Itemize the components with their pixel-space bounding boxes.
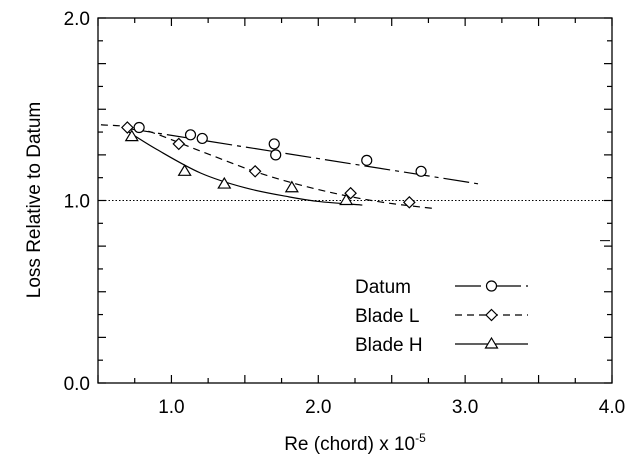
axis-tick-labels: 1.0 2.0 3.0 4.0 0.0 1.0 2.0 xyxy=(64,9,626,418)
x-axis-label-base: Re (chord) x 10 xyxy=(284,434,415,455)
axis-ticks xyxy=(97,17,613,384)
datum-point xyxy=(361,154,373,166)
axes: 1.0 2.0 3.0 4.0 0.0 1.0 2.0 xyxy=(64,9,626,418)
x-tick-label: 2.0 xyxy=(305,397,331,418)
legend-label-datum: Datum xyxy=(355,277,411,298)
blade-l-point xyxy=(121,121,134,134)
blade-h-fit-line xyxy=(127,130,363,206)
legend-marker-datum xyxy=(485,280,498,292)
y-tick-label: 0.0 xyxy=(64,374,90,395)
x-tick-label: 4.0 xyxy=(599,397,625,418)
datum-point xyxy=(196,132,208,145)
blade-l-point xyxy=(402,195,416,209)
datum-point xyxy=(270,149,282,161)
blade-h-point xyxy=(177,164,192,176)
datum-point xyxy=(184,129,197,141)
blade-l-point xyxy=(344,186,357,200)
legend-marker-blade-h xyxy=(484,336,499,349)
y-axis-label: Loss Relative to Datum xyxy=(24,102,45,298)
blade-h-point xyxy=(124,129,139,142)
blade-h-point xyxy=(217,176,232,189)
blade-l-point xyxy=(248,164,262,178)
blade-h-point xyxy=(284,180,299,193)
x-tick-label: 1.0 xyxy=(158,397,184,418)
legend: Datum Blade L Blade H xyxy=(355,277,528,356)
y-tick-label: 2.0 xyxy=(64,9,90,30)
y-tick-label: 1.0 xyxy=(64,192,90,213)
x-tick-label: 3.0 xyxy=(452,397,478,418)
blade-h-point xyxy=(339,193,354,206)
datum-point xyxy=(415,165,427,177)
x-axis-label-exponent: -5 xyxy=(415,431,426,445)
legend-marker-blade-l xyxy=(485,308,498,322)
blade-l-point xyxy=(172,137,186,151)
x-axis-label: Re (chord) x 10-5 xyxy=(284,431,426,455)
datum-point xyxy=(268,138,280,150)
legend-label-blade-h: Blade H xyxy=(355,335,423,356)
legend-label-blade-l: Blade L xyxy=(355,306,419,327)
data-points xyxy=(121,121,427,209)
datum-point xyxy=(133,121,145,134)
blade-l-fit-line xyxy=(100,124,436,210)
